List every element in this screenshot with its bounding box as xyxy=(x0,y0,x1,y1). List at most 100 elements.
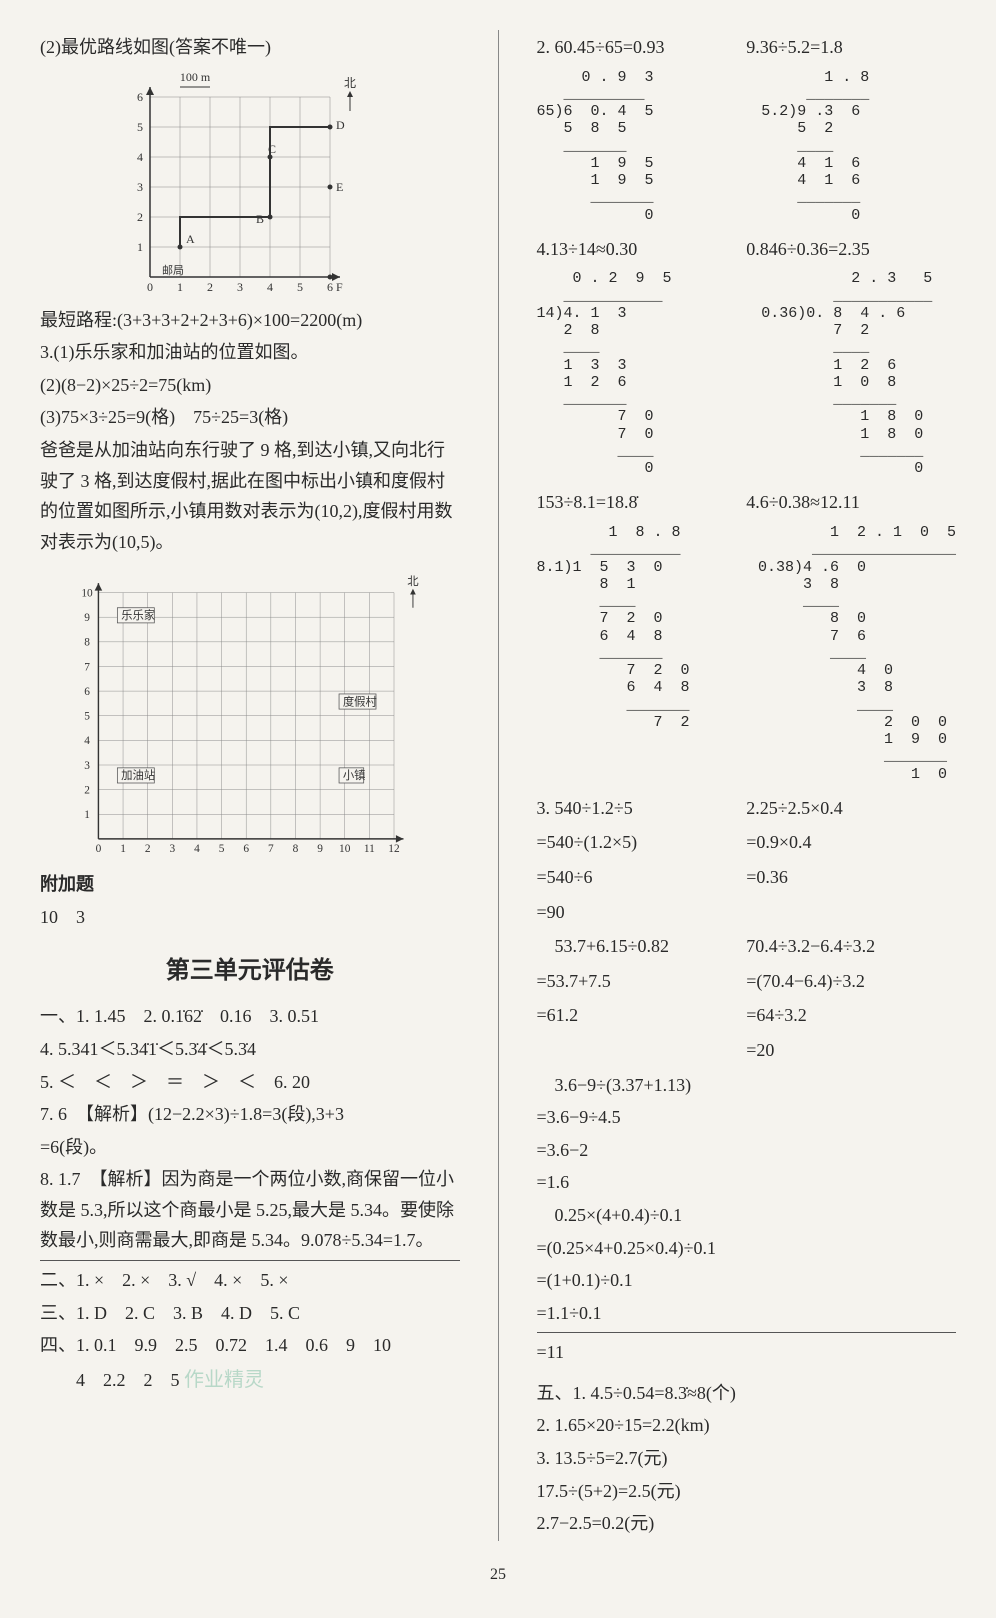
svg-text:6: 6 xyxy=(327,280,333,294)
q2b: 9.36÷5.2=1.8 xyxy=(746,32,956,63)
q3-7a: 0.25×(4+0.4)÷0.1 xyxy=(537,1200,957,1231)
q3-r: 2.25÷2.5×0.4 xyxy=(746,793,956,824)
q3-l3: =540÷6 xyxy=(537,862,747,893)
svg-text:5: 5 xyxy=(137,120,143,134)
svg-text:4: 4 xyxy=(84,736,90,748)
q3-5l: 53.7+6.15÷0.82 xyxy=(537,931,747,962)
svg-text:9: 9 xyxy=(317,844,323,856)
svg-text:1: 1 xyxy=(84,809,90,821)
svg-text:10: 10 xyxy=(339,844,351,856)
q3-r2: =0.9×0.4 xyxy=(746,827,956,858)
q2-title: (2)最优路线如图(答案不唯一) xyxy=(40,32,460,63)
svg-text:5: 5 xyxy=(84,711,90,723)
svg-text:12: 12 xyxy=(388,844,400,856)
svg-text:3: 3 xyxy=(169,844,175,856)
u3-7a: 7. 6 【解析】(12−2.2×3)÷1.8=3(段),3+3 xyxy=(40,1099,460,1130)
svg-text:A: A xyxy=(186,232,195,246)
q2f: 4.6÷0.38≈12.11 xyxy=(746,487,956,518)
svg-text:6: 6 xyxy=(84,686,90,698)
svg-text:100 m: 100 m xyxy=(180,70,211,84)
svg-text:11: 11 xyxy=(364,844,375,856)
bonus-title: 附加题 xyxy=(40,869,460,900)
longdiv-5: 1 8 . 8 __________ 8.1)1 5 3 0 8 1 ____ … xyxy=(537,524,728,783)
bonus-answer: 10 3 xyxy=(40,902,460,933)
q3-l2: =540÷(1.2×5) xyxy=(537,827,747,858)
svg-text:0: 0 xyxy=(147,280,153,294)
column-divider xyxy=(498,30,499,1541)
svg-text:3: 3 xyxy=(84,760,90,772)
q2c: 4.13÷14≈0.30 xyxy=(537,234,747,265)
divider-line xyxy=(40,1260,460,1261)
svg-text:1: 1 xyxy=(137,240,143,254)
svg-text:5: 5 xyxy=(297,280,303,294)
svg-text:1: 1 xyxy=(120,844,126,856)
svg-text:6: 6 xyxy=(243,844,249,856)
svg-text:8: 8 xyxy=(84,637,90,649)
grid1: 0123456123456100 m北邮局ABCDEF xyxy=(120,67,380,297)
q2a: 2. 60.45÷65=0.93 xyxy=(537,32,747,63)
svg-text:5: 5 xyxy=(218,844,224,856)
svg-text:F: F xyxy=(336,280,343,294)
svg-text:7: 7 xyxy=(84,662,90,674)
q3-6b: =3.6−9÷4.5 xyxy=(537,1102,957,1133)
page-number: 25 xyxy=(40,1561,956,1588)
q3-7c: =(1+0.1)÷0.1 xyxy=(537,1265,957,1296)
svg-text:1: 1 xyxy=(177,280,183,294)
q3-3b: 爸爸是从加油站向东行驶了 9 格,到达小镇,又向北行驶了 3 格,到达度假村,据… xyxy=(40,435,460,557)
svg-text:D: D xyxy=(336,118,345,132)
svg-text:2: 2 xyxy=(207,280,213,294)
longdiv-6: 1 2 . 1 0 5 ________________ 0.38)4 .6 0… xyxy=(758,524,956,783)
svg-text:4: 4 xyxy=(194,844,200,856)
q3-1: 3.(1)乐乐家和加油站的位置如图。 xyxy=(40,337,460,368)
q3-6c: =3.6−2 xyxy=(537,1135,957,1166)
q3-5r3: =64÷3.2 xyxy=(746,1000,956,1031)
watermark: 作业精灵 xyxy=(184,1369,264,1391)
svg-text:2: 2 xyxy=(84,785,90,797)
svg-text:度假村: 度假村 xyxy=(343,695,377,709)
q3-l: 3. 540÷1.2÷5 xyxy=(537,793,747,824)
u3-san: 三、1. D 2. C 3. B 4. D 5. C xyxy=(40,1298,460,1329)
svg-text:0: 0 xyxy=(95,844,101,856)
divider-line-2 xyxy=(537,1332,957,1333)
q3-6d: =1.6 xyxy=(537,1167,957,1198)
svg-text:E: E xyxy=(336,180,343,194)
u3-si1: 四、1. 0.1 9.9 2.5 0.72 1.4 0.6 9 10 xyxy=(40,1330,460,1361)
unit3-title: 第三单元评估卷 xyxy=(40,951,460,992)
grid2: 012345678910111212345678910北乐乐家加油站小镇度假村 xyxy=(70,561,430,861)
q3-6a: 3.6−9÷(3.37+1.13) xyxy=(537,1070,957,1101)
longdiv-4: 2 . 3 5 ___________ 0.36)0. 8 4 . 6 7 2 … xyxy=(761,270,956,477)
u3-1: 一、1. 1.45 2. 0.1̇62̇ 0.16 3. 0.51 xyxy=(40,1001,460,1032)
q2d: 0.846÷0.36=2.35 xyxy=(746,234,956,265)
q5-3a: 3. 13.5÷5=2.7(元) xyxy=(537,1443,957,1474)
svg-text:4: 4 xyxy=(267,280,273,294)
q5-1: 五、1. 4.5÷0.54=8.3̇≈8(个) xyxy=(537,1378,957,1409)
q3-5r4: =20 xyxy=(746,1035,956,1066)
q3-5l3: =61.2 xyxy=(537,1000,747,1031)
q3-5l2: =53.7+7.5 xyxy=(537,966,747,997)
longdiv-1: 0 . 9 3 _________ 65)6 0. 4 5 5 8 5 ____… xyxy=(537,69,732,224)
u3-8: 8. 1.7 【解析】因为商是一个两位小数,商保留一位小数是 5.3,所以这个商… xyxy=(40,1164,460,1256)
svg-text:9: 9 xyxy=(84,612,90,624)
q3-5r2: =(70.4−6.4)÷3.2 xyxy=(746,966,956,997)
svg-text:7: 7 xyxy=(268,844,274,856)
svg-text:2: 2 xyxy=(137,210,143,224)
q3-7d: =1.1÷0.1 xyxy=(537,1298,957,1329)
svg-text:小镇: 小镇 xyxy=(343,769,366,783)
svg-text:加油站: 加油站 xyxy=(121,769,155,783)
u3-er: 二、1. × 2. × 3. √ 4. × 5. × xyxy=(40,1265,460,1296)
u3-5: 5. ＜ ＜ ＞ ＝ ＞ ＜ 6. 20 xyxy=(40,1067,460,1098)
svg-text:C: C xyxy=(268,142,276,156)
svg-text:B: B xyxy=(256,212,264,226)
svg-text:2: 2 xyxy=(145,844,151,856)
u3-4: 4. 5.341＜5.34̇1̇＜5.3̇4̇＜5.3̇4 xyxy=(40,1034,460,1065)
q3-r3: =0.36 xyxy=(746,862,956,893)
svg-text:6: 6 xyxy=(137,90,143,104)
u3-si2: 4 2.2 2 5 作业精灵 xyxy=(40,1363,460,1397)
shortest-path: 最短路程:(3+3+3+2+2+3+6)×100=2200(m) xyxy=(40,305,460,336)
q5-2: 2. 1.65×20÷15=2.2(km) xyxy=(537,1410,957,1441)
longdiv-3: 0 . 2 9 5 ___________ 14)4. 1 3 2 8 ____… xyxy=(537,270,732,477)
svg-text:3: 3 xyxy=(137,180,143,194)
svg-text:邮局: 邮局 xyxy=(162,264,184,277)
q3-7e: =11 xyxy=(537,1337,957,1368)
q3-3a: (3)75×3÷25=9(格) 75÷25=3(格) xyxy=(40,402,460,433)
